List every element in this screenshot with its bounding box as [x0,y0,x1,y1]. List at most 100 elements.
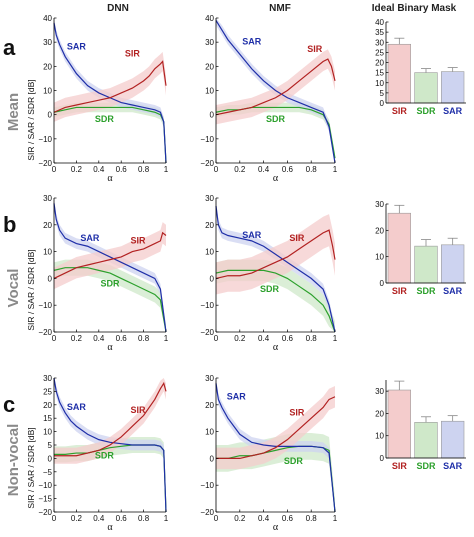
x-tick-label: 0 [214,165,219,174]
y-tick-label: 10 [43,87,52,96]
series-label-sir: SIR [307,44,323,54]
series-line-sdr [215,269,336,333]
panel-a-dnn: −20 −10 0 10 20 30 40 0 0.2 0.4 0.6 0.8 1 α SAR SIR SDR [38,14,168,184]
x-tick-label: 0.4 [93,334,105,343]
series-line-sar [215,383,336,513]
series-line-sdr [53,267,167,333]
bar-label-sdr: SDR [416,286,436,296]
y-tick-label: 0 [48,454,53,463]
x-tick-label: 0.8 [138,334,150,343]
y-tick-label: 30 [43,38,52,47]
x-tick-label: 0 [52,514,57,523]
row-letter-a: a [3,35,16,60]
y-tick-label: 20 [375,226,384,235]
series-line-sir [53,231,167,279]
y-tick-label: −10 [200,301,214,310]
bar-sdr [414,422,438,459]
x-tick-label: 0.4 [258,334,270,343]
series-line-sdr [53,106,167,164]
row-name-mean: Mean [5,93,22,131]
y-tick-label: 35 [375,28,384,37]
panel-b-ideal-binary-mask: SIR SDR SAR 0 10 20 30 [375,200,466,296]
y-tick-label: 30 [205,194,214,203]
panel-b-nmf: −20 −10 0 10 20 30 0 0.2 0.4 0.6 0.8 1 α SAR SIR SDR [200,194,337,353]
y-tick-label: 10 [375,79,384,88]
y-tick-label: −20 [38,328,52,337]
y-tick-label: 20 [205,221,214,230]
series-line-sar [215,205,336,333]
y-tick-label: 0 [380,99,385,108]
x-axis-label: α [107,342,113,353]
x-tick-label: 0.8 [138,514,150,523]
y-tick-label: 0 [210,454,215,463]
bar-label-sir: SIR [392,461,408,471]
x-axis-label: α [273,173,279,184]
y-tick-label: −10 [200,481,214,490]
y-tick-label: −20 [200,328,214,337]
y-tick-label: 0 [48,274,53,283]
y-tick-label: −10 [38,481,52,490]
y-tick-label: 15 [43,414,52,423]
y-tick-label: −20 [38,159,52,168]
series-line-sir [216,396,336,459]
y-tick-label: 10 [43,248,52,257]
y-tick-label: 10 [375,432,384,441]
y-tick-label: 40 [43,14,52,23]
y-tick-label: 20 [43,62,52,71]
x-tick-label: 0.2 [234,165,246,174]
series-label-sir: SIR [289,408,305,418]
x-tick-label: 0.2 [71,514,83,523]
row-letter-b: b [3,212,16,237]
y-tick-label: 30 [205,374,214,383]
x-tick-label: 0.2 [71,165,83,174]
x-axis-label: α [273,342,279,353]
bar-sdr [414,72,438,104]
x-tick-label: 1 [164,514,169,523]
y-tick-label: 30 [375,200,384,209]
bar-sar [441,71,465,104]
column-title-nmf: NMF [269,3,291,14]
bar-label-sdr: SDR [416,461,436,471]
bar-label-sar: SAR [443,461,463,471]
band-sir [216,49,335,125]
y-tick-label: 10 [375,253,384,262]
x-axis-label: α [107,522,113,533]
y-tick-label: 30 [43,194,52,203]
x-tick-label: 0.2 [234,334,246,343]
x-tick-label: 0 [52,334,57,343]
x-tick-label: 0.8 [306,514,318,523]
column-title-ibm: Ideal Binary Mask [372,3,457,14]
series-label-sir: SIR [130,236,146,246]
x-tick-label: 0.2 [71,334,83,343]
series-label-sir: SIR [289,233,305,243]
series-label-sar: SAR [227,391,247,401]
y-tick-label: 25 [43,387,52,396]
series-label-sar: SAR [242,230,262,240]
y-tick-label: 0 [210,274,215,283]
y-tick-label: 10 [205,248,214,257]
series-label-sdr: SDR [266,114,286,124]
y-tick-label: −10 [38,135,52,144]
x-axis-label: α [273,522,279,533]
series-label-sdr: SDR [260,284,280,294]
y-tick-label: 0 [210,111,215,120]
y-tick-label: 0 [380,454,385,463]
bar-label-sdr: SDR [416,106,436,116]
band-sir [216,386,335,470]
y-tick-label: −10 [38,301,52,310]
x-tick-label: 0.6 [116,165,128,174]
bar-label-sir: SIR [392,286,408,296]
x-tick-label: 0 [214,514,219,523]
series-line-sar [53,377,167,513]
row-name-vocal: Vocal [5,269,22,308]
series-label-sar: SAR [242,37,262,47]
y-tick-label: 10 [205,428,214,437]
column-title-dnn: DNN [107,3,129,14]
y-tick-label: 25 [375,48,384,57]
y-tick-label: 5 [380,89,385,98]
bar-sir [387,389,411,459]
bar-label-sar: SAR [443,286,463,296]
panel-a-nmf: −20 −10 0 10 20 30 40 0 0.2 0.4 0.6 0.8 1 α SAR SIR SDR [200,14,337,184]
y-tick-label: 15 [375,69,384,78]
series-label-sir: SIR [125,49,141,59]
